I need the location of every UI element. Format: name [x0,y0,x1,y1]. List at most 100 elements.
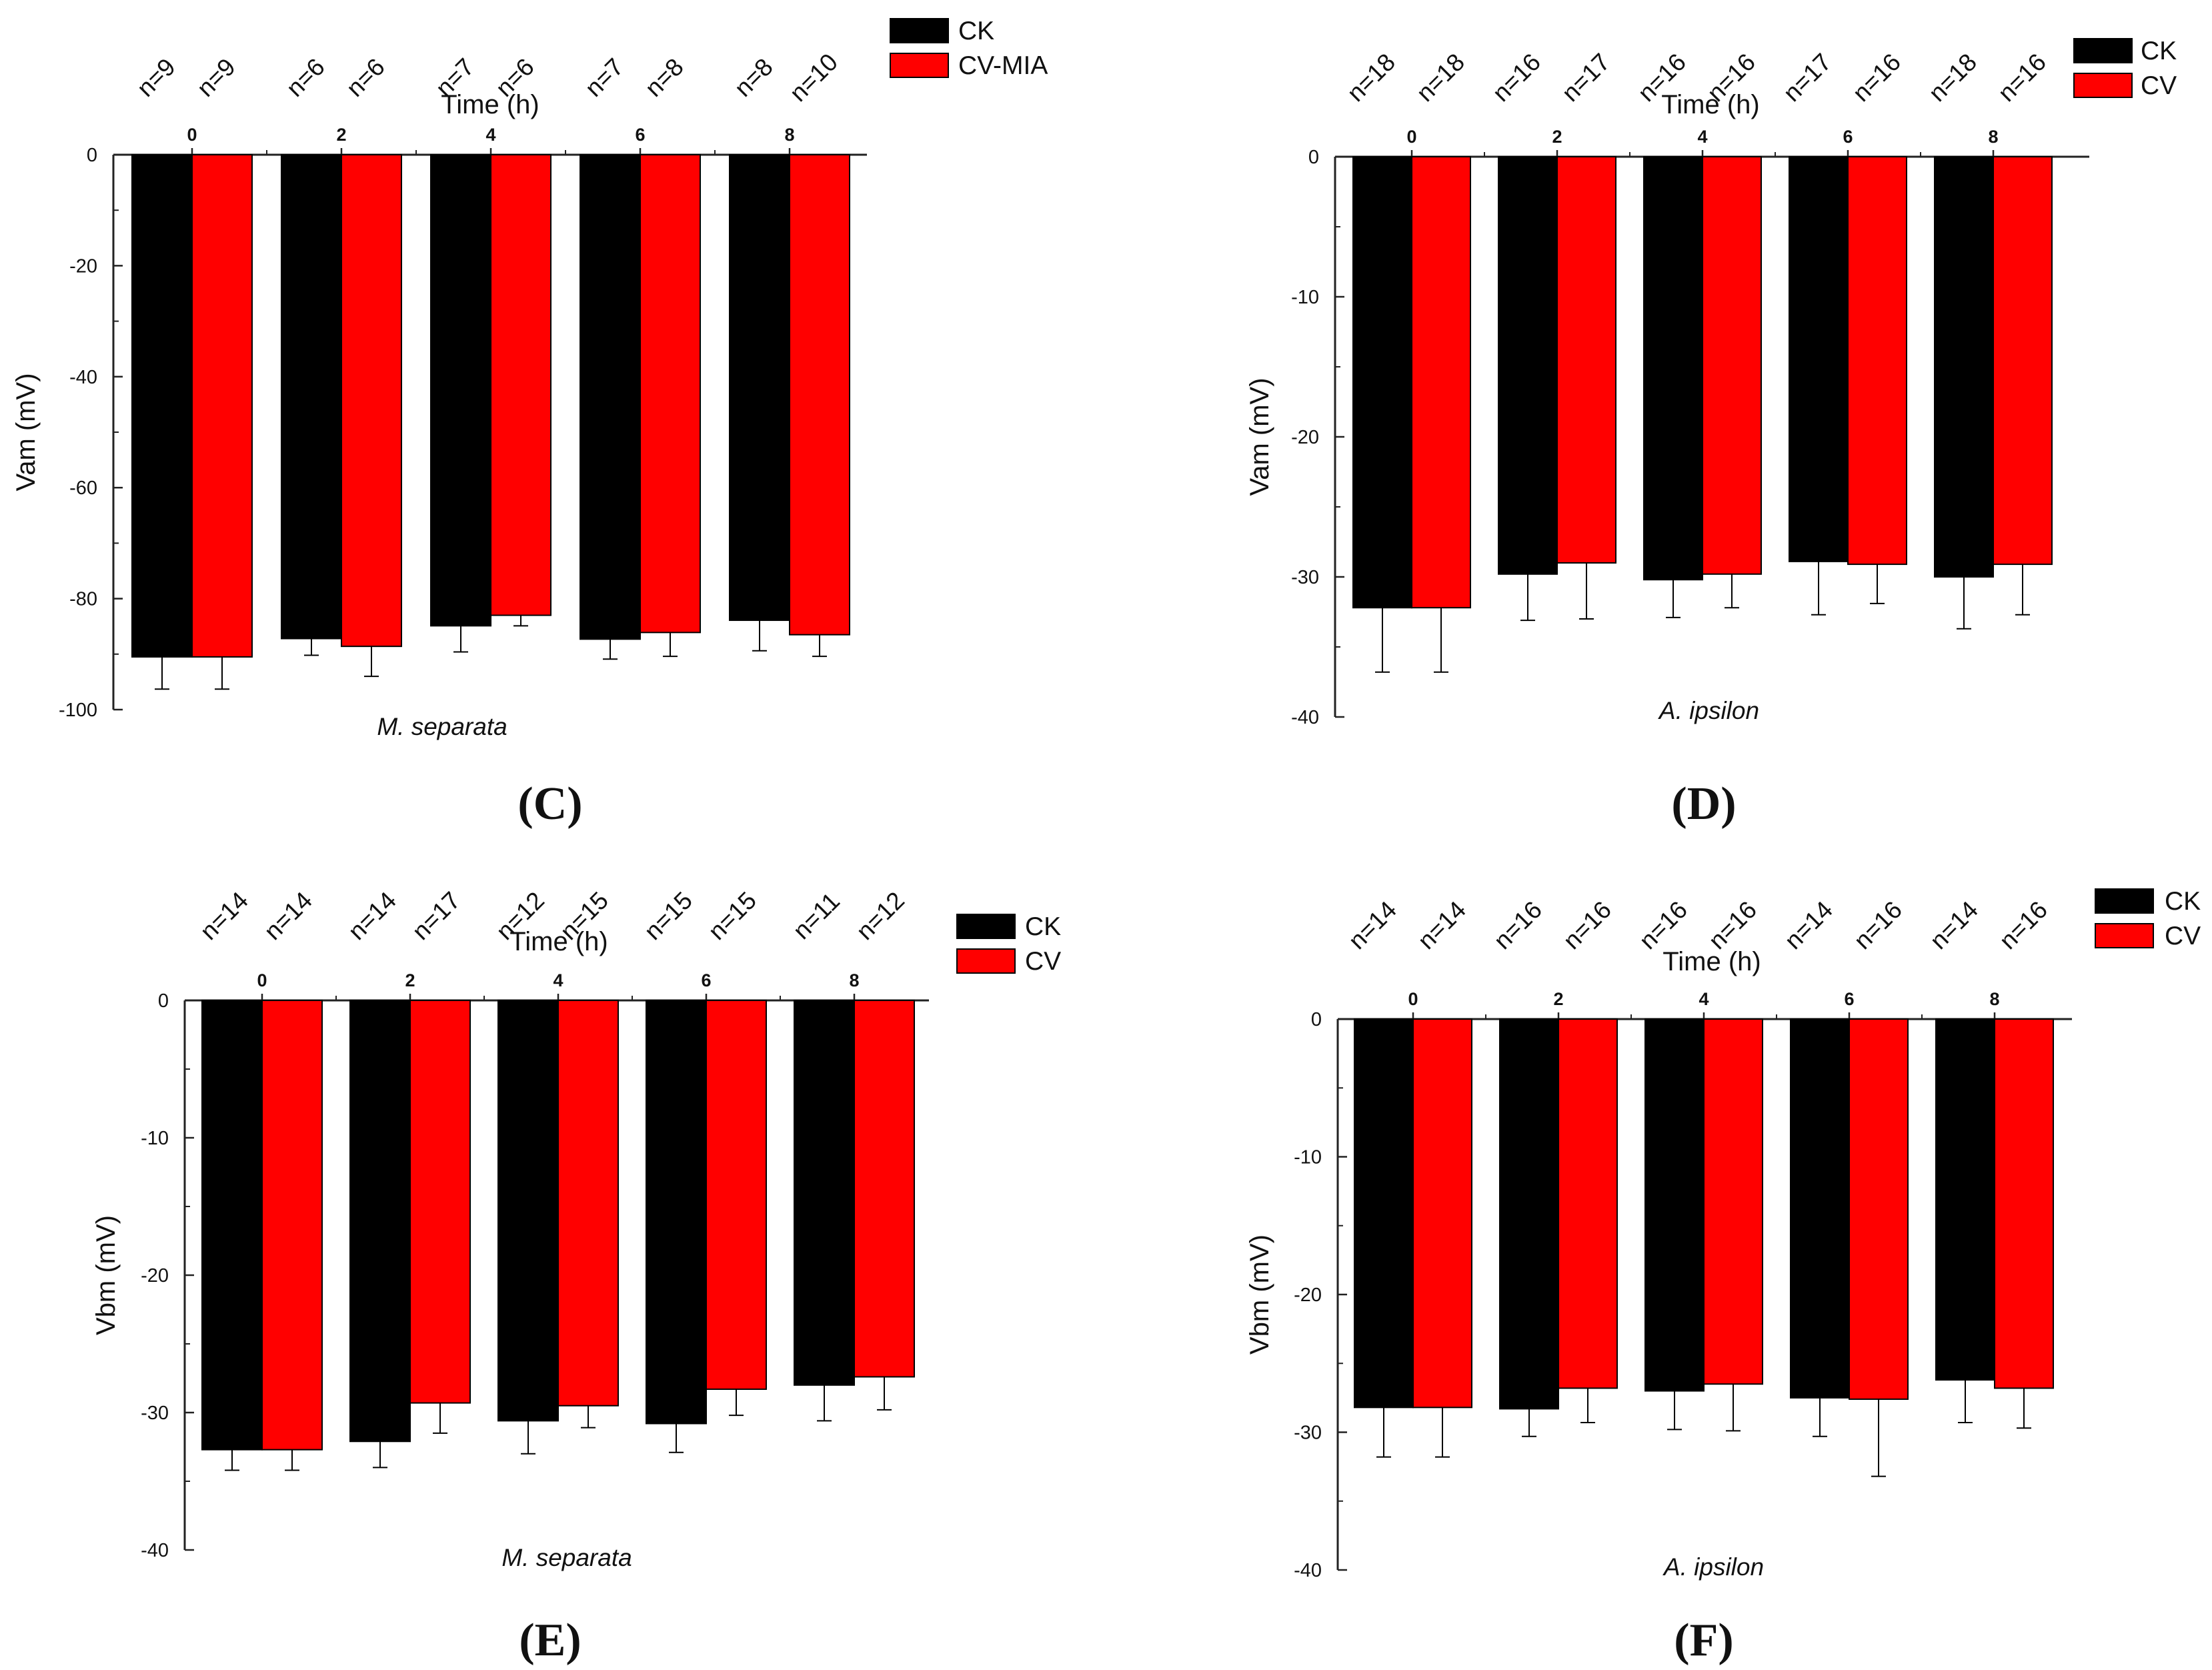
panel-2-y-axis-label: Vam (mV) [1245,377,1274,496]
panel-2-legend-swatch-ck [2073,38,2133,63]
panel-2-species-label: A. ipsilon [1658,697,1759,724]
panel-4-legend-label: CV [2165,922,2201,950]
panel-2-legend-swatch-cv [2073,73,2133,98]
panel-4-cv-bar [1849,1018,1909,1400]
panel-4-n-label: n=14 [1343,896,1402,954]
panel-4-time-tick-label: 8 [1989,989,1999,1009]
panel-3-ck-bar [646,1000,707,1425]
panel-1-n-label: n=9 [191,53,240,101]
panel-1-y-tick-label: -60 [69,478,97,499]
panel-3-n-label: n=15 [703,886,762,945]
panel-3-time-tick-label: 4 [553,970,563,990]
panel-4-y-tick-label: -40 [1294,1560,1322,1581]
panel-4-time-tick-label: 0 [1408,989,1418,1009]
panel-1-cv-bar [640,154,701,634]
panel-1-n-label: n=6 [341,53,389,101]
panel-3-time-tick-label: 2 [405,970,415,990]
panel-4-time-tick-label: 6 [1844,989,1854,1009]
panel-2-n-label: n=16 [1847,48,1906,107]
panel-4-cv-bar [1994,1018,2054,1389]
panel-2-legend-label: CK [2141,37,2177,65]
panel-3-n-label: n=17 [407,886,465,945]
panel-1-legend-label: CK [958,17,994,45]
panel-2-ck-bar [1643,156,1703,581]
panel-4-n-label: n=16 [1849,896,1907,954]
panel-4-ck-bar [1790,1018,1850,1399]
panel-3-ck-bar [349,1000,411,1443]
panel-1-legend-swatch-cv [890,53,949,78]
panel-1-ck-bar [131,154,193,658]
panel-3-time-tick-label: 0 [257,970,267,990]
panel-2-time-tick-label: 6 [1843,127,1853,147]
panel-3-y-tick-label: -10 [141,1128,169,1149]
panel-1-cv-bar [789,154,850,636]
panel-4-n-label: n=14 [1412,896,1471,954]
panel-2-time-tick-label: 2 [1552,127,1562,147]
panel-4-legend-label: CK [2165,887,2201,916]
panel-3-y-axis-label: Vbm (mV) [91,1215,121,1335]
panel-4-legend-swatch-ck [2095,888,2154,914]
panel-4-n-label: n=14 [1925,896,1983,954]
panel-2-ck-bar [1789,156,1849,562]
panel-4-time-tick-label: 2 [1553,989,1563,1009]
panel-2-ck-bar [1934,156,1994,578]
panel-4-ck-bar [1644,1018,1705,1392]
panel-4-y-tick-label: -10 [1294,1147,1322,1168]
panel-4-cv-bar [1703,1018,1763,1385]
panel-3-n-label: n=14 [195,886,253,945]
panel-1-n-label: n=6 [281,53,329,101]
panel-3-y-tick-label: 0 [158,990,169,1012]
panel-2-time-tick-label: 4 [1697,127,1707,147]
panel-3-cv-bar [261,1000,323,1451]
panel-3-n-label: n=14 [259,886,317,945]
panel-1-species-label: M. separata [377,713,507,740]
panel-1-y-tick-label: -40 [69,367,97,388]
panel-1-n-label: n=8 [640,53,688,101]
panel-1-y-tick-label: -80 [69,589,97,610]
panel-4-cv-bar [1412,1018,1472,1409]
panel-2-y-tick-label: -10 [1291,287,1319,308]
panel-1-y-tick-label: -100 [59,700,97,721]
panel-4-legend-swatch-cv [2095,923,2154,948]
panel-4-n-label: n=16 [1634,896,1693,954]
panel-1-time-tick-label: 0 [187,125,197,145]
panel-3-time-tick-label: 8 [849,970,859,990]
panel-4-panel-letter: (F) [1674,1615,1733,1666]
panel-4-n-label: n=14 [1779,896,1838,954]
panel-4-n-label: n=16 [1558,896,1616,954]
panel-4-y-tick-label: -20 [1294,1285,1322,1306]
panel-1-n-label: n=9 [131,53,180,101]
panel-1-y-axis-label: Vam (mV) [11,373,41,491]
panel-3-cv-bar [409,1000,471,1404]
panel-1-time-tick-label: 6 [635,125,645,145]
panel-3-x-axis-label: Time (h) [509,927,608,956]
panel-2-cv-bar [1702,156,1762,575]
panel-1-cv-bar [490,154,551,616]
panel-2-ck-bar [1352,156,1412,609]
panel-2-cv-bar [1847,156,1907,566]
panel-1-ck-bar [430,154,491,627]
panel-1-cv-bar [191,154,253,658]
panel-2-x-axis-label: Time (h) [1661,90,1759,119]
panel-4-ck-bar [1935,1018,1995,1381]
panel-3-cv-bar [558,1000,619,1407]
panel-3-legend-label: CK [1025,912,1061,941]
panel-2-y-tick-label: -30 [1291,567,1319,588]
panel-1-y-tick-label: -20 [69,255,97,277]
panel-3-y-tick-label: -40 [141,1540,169,1561]
panel-2-n-label: n=17 [1556,48,1615,107]
panel-2-y-tick-label: 0 [1308,147,1319,168]
panel-3-ck-bar [794,1000,855,1386]
panel-1-ck-bar [281,154,342,640]
panel-4-species-label: A. ipsilon [1663,1553,1764,1581]
panel-4-n-label: n=16 [1703,896,1762,954]
panel-1-ck-bar [580,154,641,640]
panel-1-time-tick-label: 4 [485,125,495,145]
panel-4-cv-bar [1558,1018,1618,1389]
panel-4-y-tick-label: -30 [1294,1423,1322,1444]
panel-3-time-tick-label: 6 [701,970,711,990]
panel-1-n-label: n=8 [729,53,778,101]
panel-3-n-label: n=15 [639,886,698,945]
panel-3-legend-label: CV [1025,947,1061,976]
